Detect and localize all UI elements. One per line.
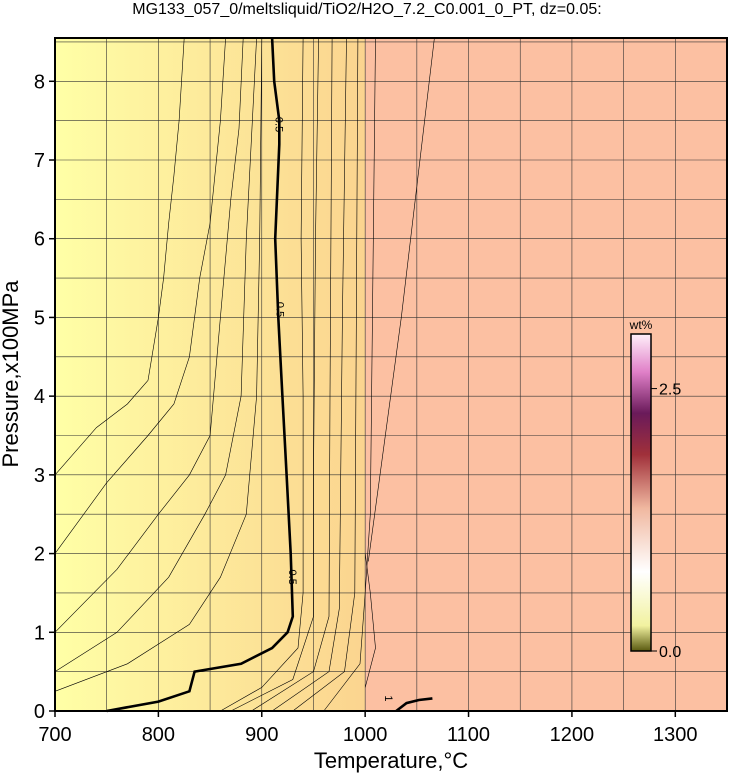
plot-frame bbox=[54, 37, 728, 712]
x-axis-label: Temperature,°C bbox=[314, 748, 468, 773]
contour-line bbox=[54, 37, 185, 476]
y-tick-label: 7 bbox=[34, 150, 45, 172]
contour-line bbox=[54, 37, 263, 692]
contour-line bbox=[54, 37, 226, 554]
colorbar-tick-label: 2.5 bbox=[659, 382, 681, 399]
y-tick-label: 5 bbox=[34, 307, 45, 329]
contour-line bbox=[323, 37, 376, 712]
contour-line bbox=[395, 697, 433, 713]
contour-line bbox=[220, 37, 304, 712]
contour-label: 0.5 bbox=[273, 302, 285, 317]
y-tick-label: 0 bbox=[34, 701, 45, 723]
contour-line bbox=[54, 37, 244, 633]
x-tick-label: 800 bbox=[142, 724, 175, 746]
chart-title: MG133_057_0/meltsliquid/TiO2/H2O_7.2_C0.… bbox=[132, 1, 601, 18]
x-tick-label: 1200 bbox=[550, 724, 595, 746]
colorbar bbox=[630, 333, 652, 652]
contour-line bbox=[368, 37, 435, 562]
contour-line bbox=[271, 37, 347, 712]
x-tick-label: 900 bbox=[245, 724, 278, 746]
contour-line bbox=[292, 37, 359, 712]
colorbar-label: wt% bbox=[629, 318, 653, 332]
y-tick-label: 4 bbox=[34, 386, 45, 408]
x-tick-label: 1000 bbox=[343, 724, 388, 746]
x-tick-label: 1100 bbox=[447, 724, 490, 746]
y-tick-label: 6 bbox=[34, 229, 45, 251]
field-background bbox=[365, 38, 727, 711]
y-axis-label: Pressure,x100MPa bbox=[0, 280, 23, 468]
x-tick-label: 700 bbox=[38, 724, 71, 746]
contour-line bbox=[106, 37, 295, 713]
contour-line bbox=[230, 37, 319, 712]
contour-line bbox=[54, 37, 257, 672]
x-tick-label: 1300 bbox=[653, 724, 698, 746]
y-tick-label: 2 bbox=[34, 544, 45, 566]
y-tick-label: 8 bbox=[34, 71, 45, 93]
contour-label: 1 bbox=[382, 695, 394, 701]
contour-label: 0.5 bbox=[286, 570, 298, 585]
contour-line bbox=[251, 37, 333, 712]
contour-label: 0.5 bbox=[272, 117, 284, 132]
y-tick-label: 3 bbox=[34, 465, 45, 487]
colorbar-tick-label: 0.0 bbox=[659, 644, 681, 661]
y-tick-label: 1 bbox=[34, 622, 45, 644]
contour-line bbox=[364, 553, 376, 688]
